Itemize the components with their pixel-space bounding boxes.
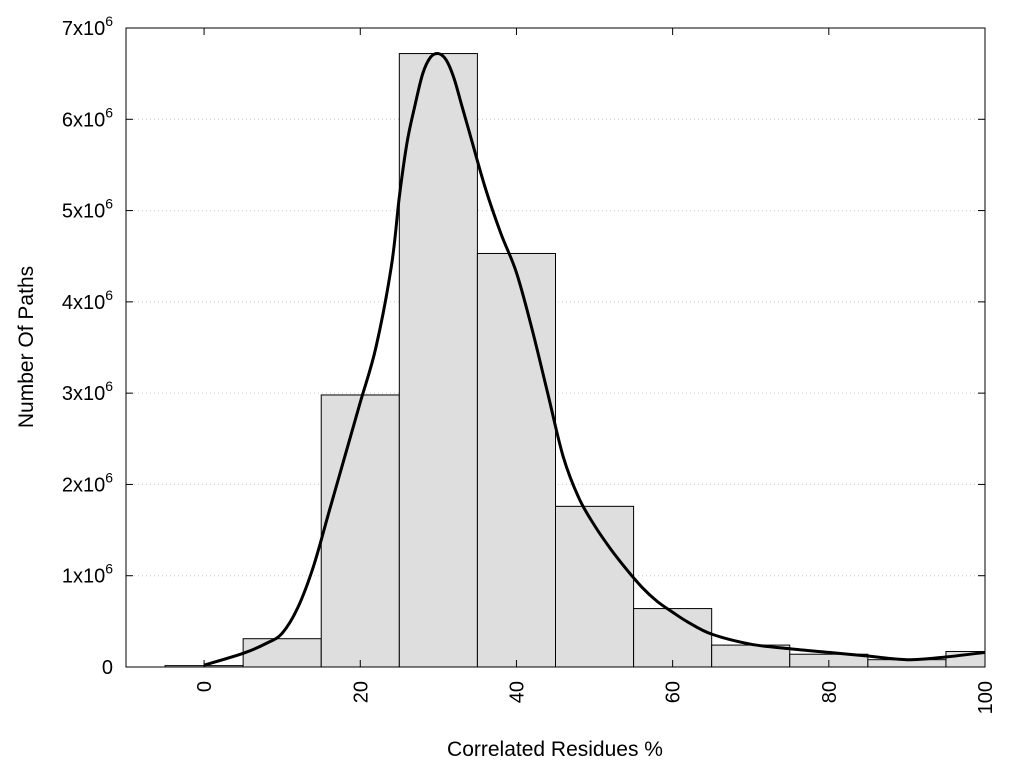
x-tick-label: 0 (194, 681, 216, 692)
x-tick-label: 40 (506, 681, 528, 703)
x-tick-label: 100 (975, 681, 997, 714)
y-tick-label: 0 (102, 657, 113, 679)
plot-frame (125, 27, 986, 668)
x-axis-label: Correlated Residues % (447, 738, 663, 761)
histogram-bar (242, 638, 322, 668)
x-tick-label: 60 (663, 681, 685, 703)
y-tick-label: 4x106 (62, 287, 113, 314)
y-tick-label: 2x106 (62, 469, 113, 496)
x-tick-label: 80 (819, 681, 841, 703)
histogram-bar (320, 394, 400, 668)
y-tick-label: 7x106 (62, 13, 113, 40)
x-axis-ticks: 0 20 40 60 80 100 (194, 28, 997, 714)
histogram-bars (164, 53, 986, 668)
y-tick-label: 5x106 (62, 196, 113, 223)
histogram-bar (398, 53, 478, 668)
x-tick-label: 20 (350, 681, 372, 703)
y-tick-label: 3x106 (62, 378, 113, 405)
histogram-bar (633, 608, 713, 668)
y-tick-label: 1x106 (62, 561, 113, 588)
density-curve (203, 51, 986, 667)
histogram-bar (476, 252, 556, 668)
y-axis-ticks: 0 1x106 2x106 3x106 4x106 5x106 6x106 7x106 (62, 13, 985, 679)
y-axis-label: Number Of Paths (15, 266, 38, 428)
histogram-bar (555, 505, 635, 668)
y-tick-label: 6x106 (62, 104, 113, 131)
